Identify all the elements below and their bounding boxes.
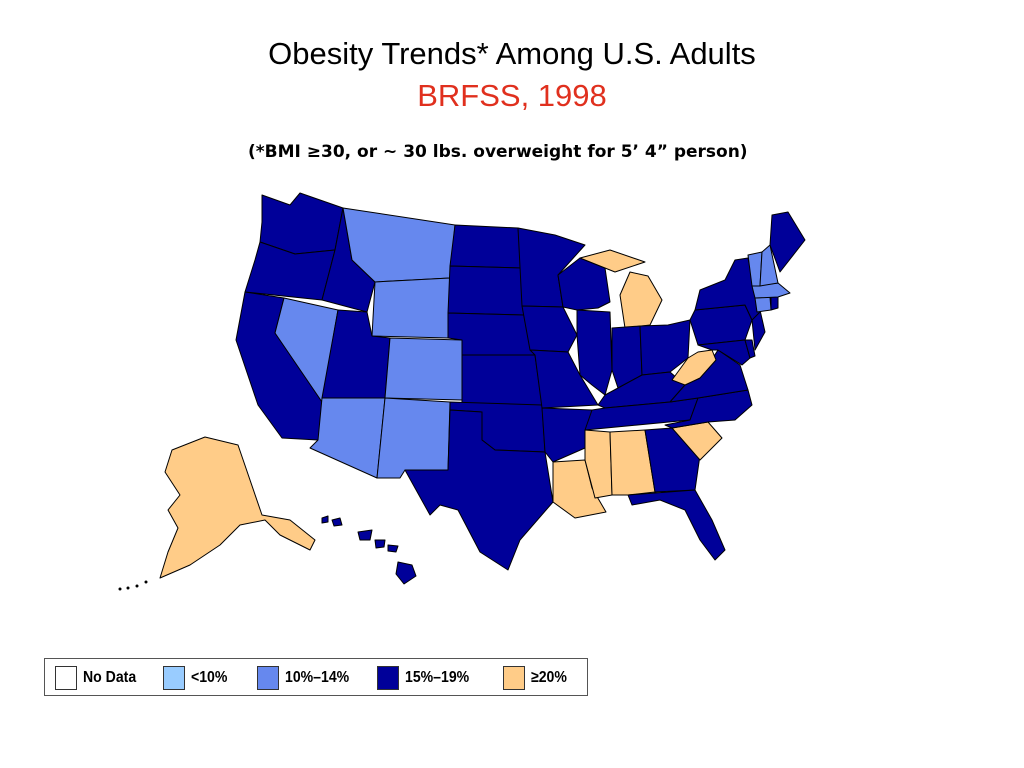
- bmi-footnote: (*BMI ≥30, or ~ 30 lbs. overweight for 5…: [248, 142, 748, 162]
- state-delaware[interactable]: [744, 339, 756, 359]
- state-hawaii-3[interactable]: [357, 529, 373, 541]
- state-new-hampshire[interactable]: [759, 244, 779, 287]
- legend-swatch-no-data: [55, 666, 77, 690]
- legend-item-lt10: <10%: [163, 665, 232, 691]
- legend-swatch-lt10: [163, 666, 185, 690]
- page-subtitle: BRFSS, 1998: [417, 78, 607, 113]
- state-south-dakota[interactable]: [447, 265, 525, 316]
- state-hawaii-6[interactable]: [395, 561, 417, 585]
- state-florida[interactable]: [627, 489, 726, 561]
- state-wyoming[interactable]: [371, 277, 451, 339]
- legend-item-10-14: 10%–14%: [257, 665, 358, 691]
- state-colorado[interactable]: [384, 337, 463, 401]
- state-michigan-lower[interactable]: [619, 271, 663, 329]
- state-mississippi[interactable]: [584, 429, 613, 499]
- legend-swatch-10-14: [257, 666, 279, 690]
- state-texas[interactable]: [404, 409, 554, 571]
- state-arizona[interactable]: [309, 397, 386, 479]
- state-rhode-island[interactable]: [770, 296, 779, 311]
- state-washington[interactable]: [259, 192, 344, 255]
- legend-label-15-19: 15%–19%: [405, 669, 470, 686]
- state-pennsylvania[interactable]: [689, 304, 753, 346]
- state-iowa[interactable]: [521, 305, 578, 353]
- legend-label-10-14: 10%–14%: [285, 669, 350, 686]
- state-michigan[interactable]: [579, 249, 646, 273]
- page-title: Obesity Trends* Among U.S. Adults: [268, 36, 756, 71]
- legend-label-no-data: No Data: [83, 669, 137, 686]
- legend-label-ge20: ≥20%: [531, 669, 567, 686]
- state-illinois[interactable]: [576, 309, 613, 396]
- aleutian-island: [144, 580, 148, 584]
- legend-label-lt10: <10%: [191, 669, 228, 686]
- aleutian-island: [126, 586, 130, 590]
- state-maine[interactable]: [769, 211, 806, 273]
- legend-swatch-ge20: [503, 666, 525, 690]
- aleutian-island: [135, 584, 139, 588]
- state-west-virginia[interactable]: [671, 349, 717, 386]
- legend-item-no-data: No Data: [55, 665, 143, 691]
- state-arkansas[interactable]: [541, 407, 593, 463]
- state-new-mexico[interactable]: [376, 397, 451, 479]
- legend-item-ge20: ≥20%: [503, 665, 572, 691]
- state-connecticut[interactable]: [754, 296, 772, 313]
- state-hawaii-2[interactable]: [331, 517, 343, 527]
- state-alaska[interactable]: [159, 436, 316, 579]
- map-legend: No Data <10% 10%–14% 15%–19% ≥20%: [44, 658, 588, 696]
- state-hawaii-5[interactable]: [387, 544, 399, 553]
- legend-item-15-19: 15%–19%: [377, 665, 478, 691]
- state-hawaii-4[interactable]: [374, 539, 386, 549]
- state-north-dakota[interactable]: [449, 224, 523, 269]
- state-kansas[interactable]: [461, 354, 543, 406]
- legend-swatch-15-19: [377, 666, 399, 690]
- aleutian-island: [118, 587, 122, 591]
- state-hawaii-1[interactable]: [321, 515, 329, 524]
